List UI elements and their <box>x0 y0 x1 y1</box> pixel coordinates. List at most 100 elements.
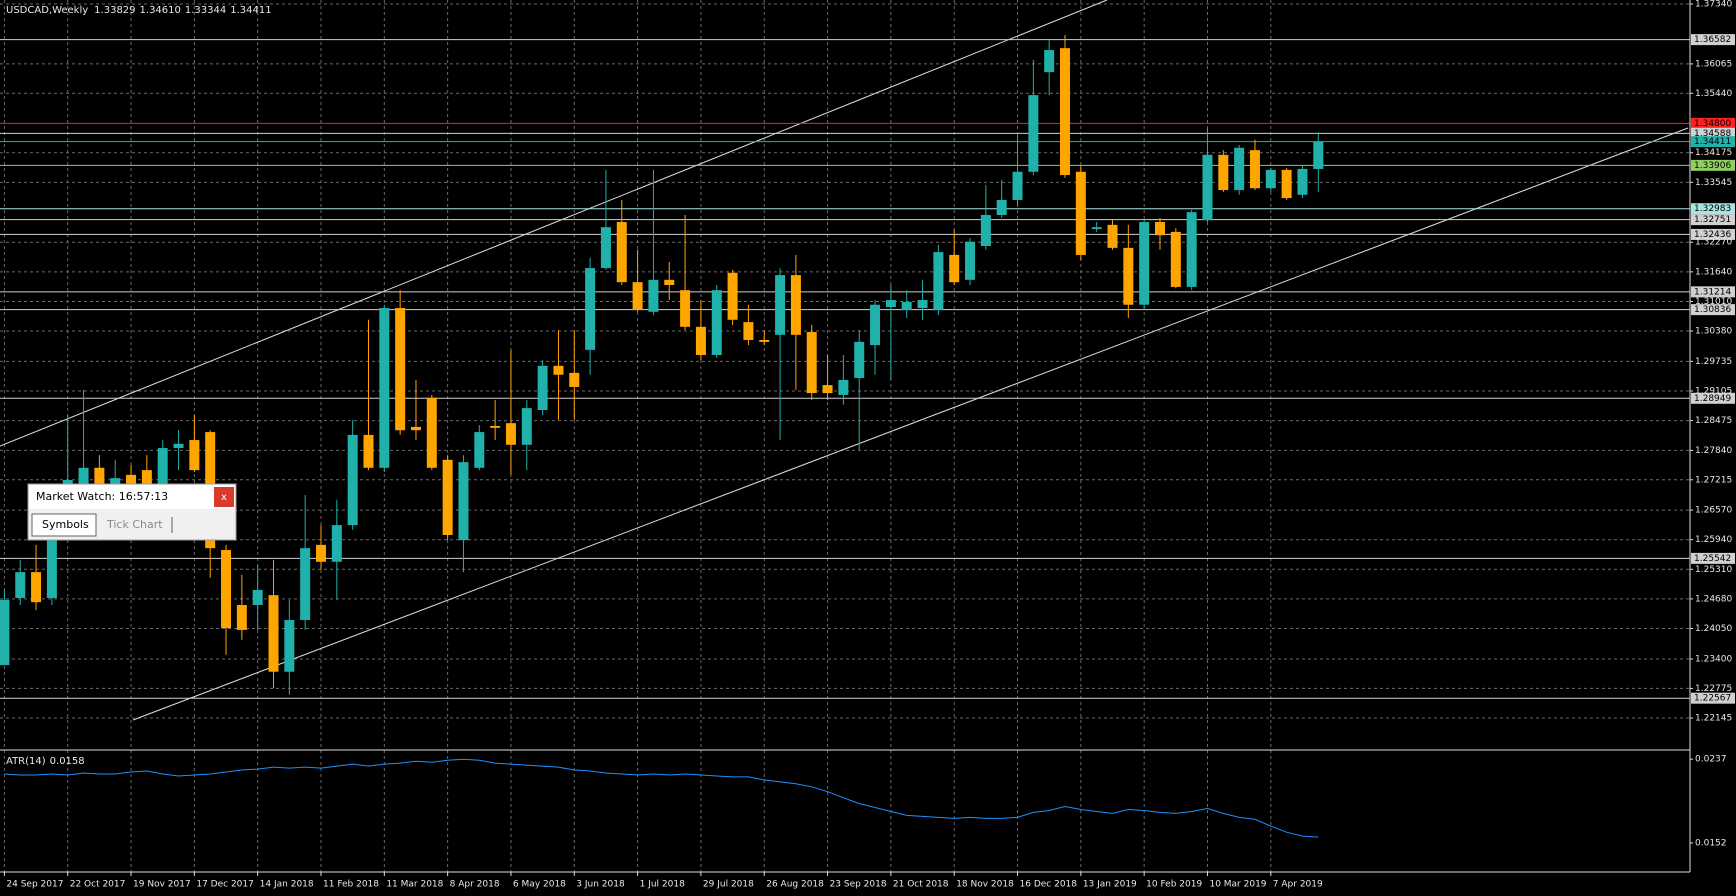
atr-name: ATR(14) <box>6 756 46 767</box>
candle-body <box>347 434 358 526</box>
chart-header: USDCAD,Weekly 1.33829 1.34610 1.33344 1.3441… <box>6 5 272 16</box>
x-tick-label: 13 Jan 2019 <box>1083 880 1137 890</box>
x-tick-label: 29 Jul 2018 <box>703 880 754 890</box>
candle-body <box>1234 147 1245 191</box>
candle-body <box>569 372 580 387</box>
candle-body <box>395 308 406 431</box>
tab-label[interactable]: Symbols <box>42 518 89 531</box>
atr-last: 0.0158 <box>50 756 85 767</box>
x-tick-label: 7 Apr 2019 <box>1273 880 1323 890</box>
y-tick-label: 1.32270 <box>1695 238 1732 248</box>
level-label-box <box>1691 136 1735 148</box>
x-tick-label: 11 Mar 2018 <box>386 880 443 890</box>
candle-body <box>300 548 311 621</box>
candle-body <box>236 605 247 630</box>
ohlc-open: 1.33829 <box>94 5 135 16</box>
candle-body <box>1139 222 1150 305</box>
x-tick-label: 1 Jul 2018 <box>640 880 685 890</box>
candle-body <box>126 474 137 490</box>
y-tick-label: 1.24050 <box>1695 624 1732 634</box>
candle-body <box>78 467 89 486</box>
atr-header: ATR(14) 0.0158 <box>6 756 85 767</box>
x-tick-label: 11 Feb 2018 <box>323 880 379 890</box>
candle-body <box>632 282 643 310</box>
level-label-box <box>1691 552 1735 564</box>
market-watch-window[interactable]: Market Watch: 16:57:13 x Symbols Tick Ch… <box>27 483 237 541</box>
level-label: 1.32751 <box>1694 215 1731 225</box>
close-button[interactable] <box>214 487 234 507</box>
x-tick-label: 14 Jan 2018 <box>260 880 314 890</box>
candle-body <box>505 423 516 445</box>
candle-body <box>1060 48 1071 176</box>
y-tick-label: 1.35440 <box>1695 89 1732 99</box>
symbol: USDCAD,Weekly <box>6 5 88 16</box>
candle-body <box>949 254 960 283</box>
level-label-box <box>1691 228 1735 240</box>
y-tick-label: 1.24680 <box>1695 594 1732 604</box>
level-label: 1.28949 <box>1694 394 1731 404</box>
y-tick-label: 1.31640 <box>1695 267 1732 277</box>
tab-selected[interactable] <box>31 513 97 537</box>
y-tick-label: 1.29105 <box>1695 386 1732 396</box>
candle-body <box>46 527 57 598</box>
x-tick-label: 18 Nov 2018 <box>956 880 1014 890</box>
candle-body <box>426 397 437 468</box>
candle-body <box>1012 171 1023 200</box>
level-label-box <box>1691 127 1735 139</box>
candle-body <box>933 252 944 310</box>
level-label-box <box>1691 159 1735 171</box>
candle-body <box>711 290 722 356</box>
level-label-box <box>1691 214 1735 226</box>
y-tick-label: 1.29735 <box>1695 357 1732 367</box>
candle-body <box>157 448 168 492</box>
level-label: 1.32436 <box>1694 230 1731 240</box>
candle-body <box>379 308 390 468</box>
level-label: 1.36582 <box>1694 35 1731 45</box>
level-label: 1.22567 <box>1694 694 1731 704</box>
level-label-box <box>1691 692 1735 704</box>
level-label: 1.34588 <box>1694 129 1731 139</box>
candle-body <box>648 279 659 312</box>
candle-body <box>806 331 817 394</box>
atr-tick-label: 0.0152 <box>1695 839 1727 849</box>
candle-body <box>442 459 453 535</box>
candle-body <box>1249 150 1260 189</box>
candle-body <box>664 279 675 285</box>
x-tick-label: 6 May 2018 <box>513 880 566 890</box>
candle-body <box>822 385 833 394</box>
level-label-box <box>1691 304 1735 316</box>
candle-body <box>1265 169 1276 189</box>
candle-body <box>980 214 991 246</box>
level-label: 1.34411 <box>1694 137 1731 147</box>
y-tick-label: 1.31010 <box>1695 297 1732 307</box>
level-label-box <box>1691 34 1735 46</box>
candle-body <box>1297 168 1308 195</box>
candle-body <box>474 432 485 468</box>
x-tick-label: 17 Dec 2017 <box>196 880 254 890</box>
candle-body <box>1154 222 1165 236</box>
y-tick-label: 1.27840 <box>1695 446 1732 456</box>
candle-body <box>616 222 627 283</box>
candle-body <box>743 322 754 340</box>
candle-body <box>917 300 928 309</box>
candle-body <box>759 339 770 342</box>
close-label[interactable]: x <box>221 492 227 503</box>
level-label-box <box>1691 203 1735 215</box>
y-tick-label: 1.27215 <box>1695 475 1732 485</box>
candle-body <box>585 268 596 350</box>
level-label: 1.25542 <box>1694 554 1731 564</box>
candle-body <box>854 341 865 379</box>
candle-body <box>31 572 42 603</box>
y-tick-label: 1.26570 <box>1695 506 1732 516</box>
y-tick-label: 1.30380 <box>1695 327 1732 337</box>
level-label: 1.30836 <box>1694 305 1731 315</box>
candle-body <box>1091 227 1102 230</box>
tab-label[interactable]: Tick Chart <box>106 518 163 531</box>
x-tick-label: 26 Aug 2018 <box>766 880 824 890</box>
y-tick-label: 1.33545 <box>1695 178 1732 188</box>
candle-body <box>252 589 263 606</box>
ohlc-high: 1.34610 <box>140 5 181 16</box>
